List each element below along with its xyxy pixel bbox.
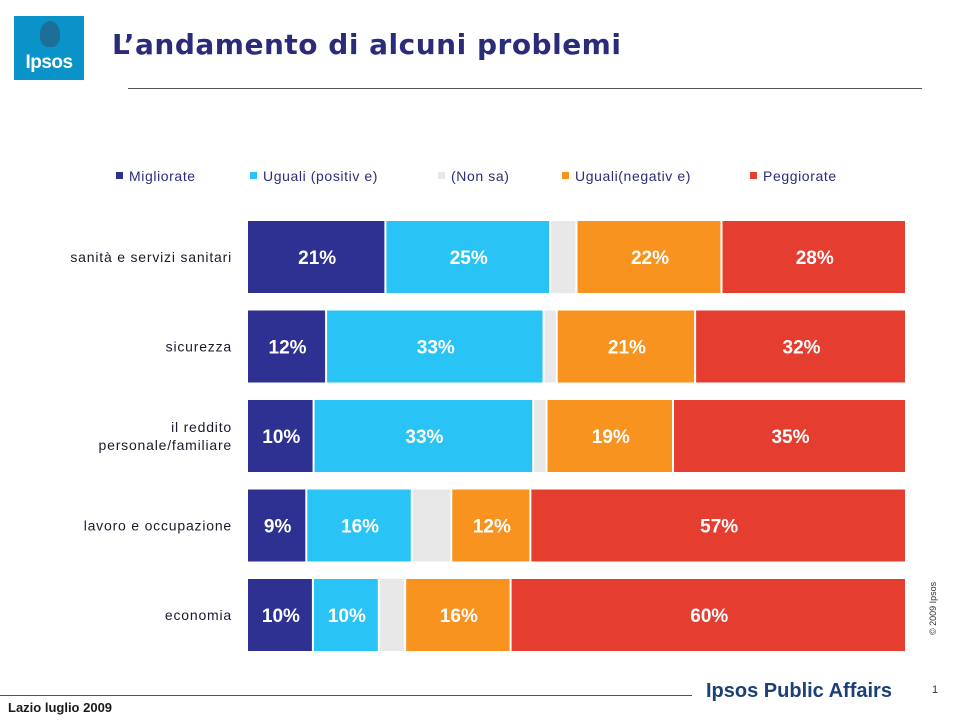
data-label: 19% bbox=[592, 427, 630, 448]
bar-segment bbox=[307, 489, 411, 562]
footer-divider bbox=[0, 695, 692, 696]
legend-swatch bbox=[116, 172, 123, 179]
bar-segment bbox=[511, 579, 905, 651]
logo-head-icon bbox=[40, 21, 60, 47]
stacked-bar-chart: Migliorate Uguali (positiv e) (Non sa) Ugua… bbox=[70, 168, 905, 651]
bar-segment bbox=[547, 400, 673, 472]
page-number: 1 bbox=[932, 684, 939, 696]
page-title: L’andamento di alcuni problemi bbox=[112, 28, 622, 61]
bar-segment bbox=[674, 400, 905, 472]
copyright-note: © 2009 Ipsos bbox=[928, 581, 938, 635]
bar-segment bbox=[386, 221, 550, 293]
bar-segment bbox=[327, 310, 543, 383]
data-label: 21% bbox=[298, 248, 336, 269]
data-label: 22% bbox=[631, 248, 669, 269]
legend-label: Peggiorate bbox=[763, 168, 837, 184]
data-label: 10% bbox=[328, 606, 366, 627]
bar-segment bbox=[412, 489, 451, 562]
ipsos-logo: Ipsos bbox=[14, 16, 84, 80]
data-label: 16% bbox=[440, 606, 478, 627]
bar-segment bbox=[557, 310, 695, 383]
category-label: lavoro e occupazione bbox=[84, 518, 232, 534]
title-divider bbox=[128, 88, 922, 89]
data-label: 21% bbox=[608, 338, 646, 359]
bar-segment bbox=[248, 400, 313, 472]
data-label: 32% bbox=[783, 338, 821, 359]
bar-segment bbox=[577, 221, 721, 293]
bar-segment bbox=[313, 579, 378, 651]
bar-segment bbox=[722, 221, 905, 293]
legend-swatch bbox=[438, 172, 445, 179]
bar-segment bbox=[696, 310, 905, 383]
data-label: 10% bbox=[262, 606, 300, 627]
legend-item: Migliorate bbox=[116, 168, 196, 184]
legend-swatch bbox=[250, 172, 257, 179]
legend-label: Uguali (positiv e) bbox=[263, 168, 378, 184]
category-label: sicurezza bbox=[166, 339, 232, 355]
legend-item: (Non sa) bbox=[438, 168, 509, 184]
bar-segment bbox=[452, 489, 530, 562]
footer-survey-label: Lazio luglio 2009 bbox=[8, 700, 113, 715]
bar-segment bbox=[551, 221, 576, 293]
legend-label: (Non sa) bbox=[451, 168, 509, 184]
category-label: il reddito personale/familiare bbox=[99, 419, 232, 453]
data-label: 35% bbox=[771, 427, 809, 448]
data-label: 57% bbox=[700, 517, 738, 538]
bar-segment bbox=[248, 221, 385, 293]
legend-label: Uguali(negativ e) bbox=[575, 168, 691, 184]
data-label: 12% bbox=[473, 517, 511, 538]
bar-segment bbox=[531, 489, 905, 562]
data-label: 60% bbox=[690, 606, 728, 627]
legend-swatch bbox=[750, 172, 757, 179]
data-label: 25% bbox=[450, 248, 488, 269]
data-label: 33% bbox=[405, 427, 443, 448]
bar-segment bbox=[248, 310, 326, 383]
bar-segment bbox=[248, 579, 312, 651]
category-label: sanità e servizi sanitari bbox=[70, 249, 232, 265]
bar-segment bbox=[544, 310, 556, 383]
bar-segment bbox=[314, 400, 533, 472]
data-label: 10% bbox=[262, 427, 300, 448]
data-label: 16% bbox=[341, 517, 379, 538]
category-label: economia bbox=[165, 607, 232, 623]
logo-text: Ipsos bbox=[25, 52, 73, 73]
bar-segment bbox=[406, 579, 510, 651]
legend-item: Uguali(negativ e) bbox=[562, 168, 691, 184]
data-label: 33% bbox=[417, 338, 455, 359]
bar-segment bbox=[534, 400, 546, 472]
footer-brand: Ipsos Public Affairs bbox=[706, 680, 892, 702]
data-label: 12% bbox=[269, 338, 307, 359]
bar-segment bbox=[248, 489, 306, 562]
legend-label: Migliorate bbox=[129, 168, 196, 184]
bar-segment bbox=[379, 579, 405, 651]
data-label: 9% bbox=[264, 517, 292, 538]
legend-item: Peggiorate bbox=[750, 168, 837, 184]
legend-swatch bbox=[562, 172, 569, 179]
legend-item: Uguali (positiv e) bbox=[250, 168, 378, 184]
data-label: 28% bbox=[796, 248, 834, 269]
